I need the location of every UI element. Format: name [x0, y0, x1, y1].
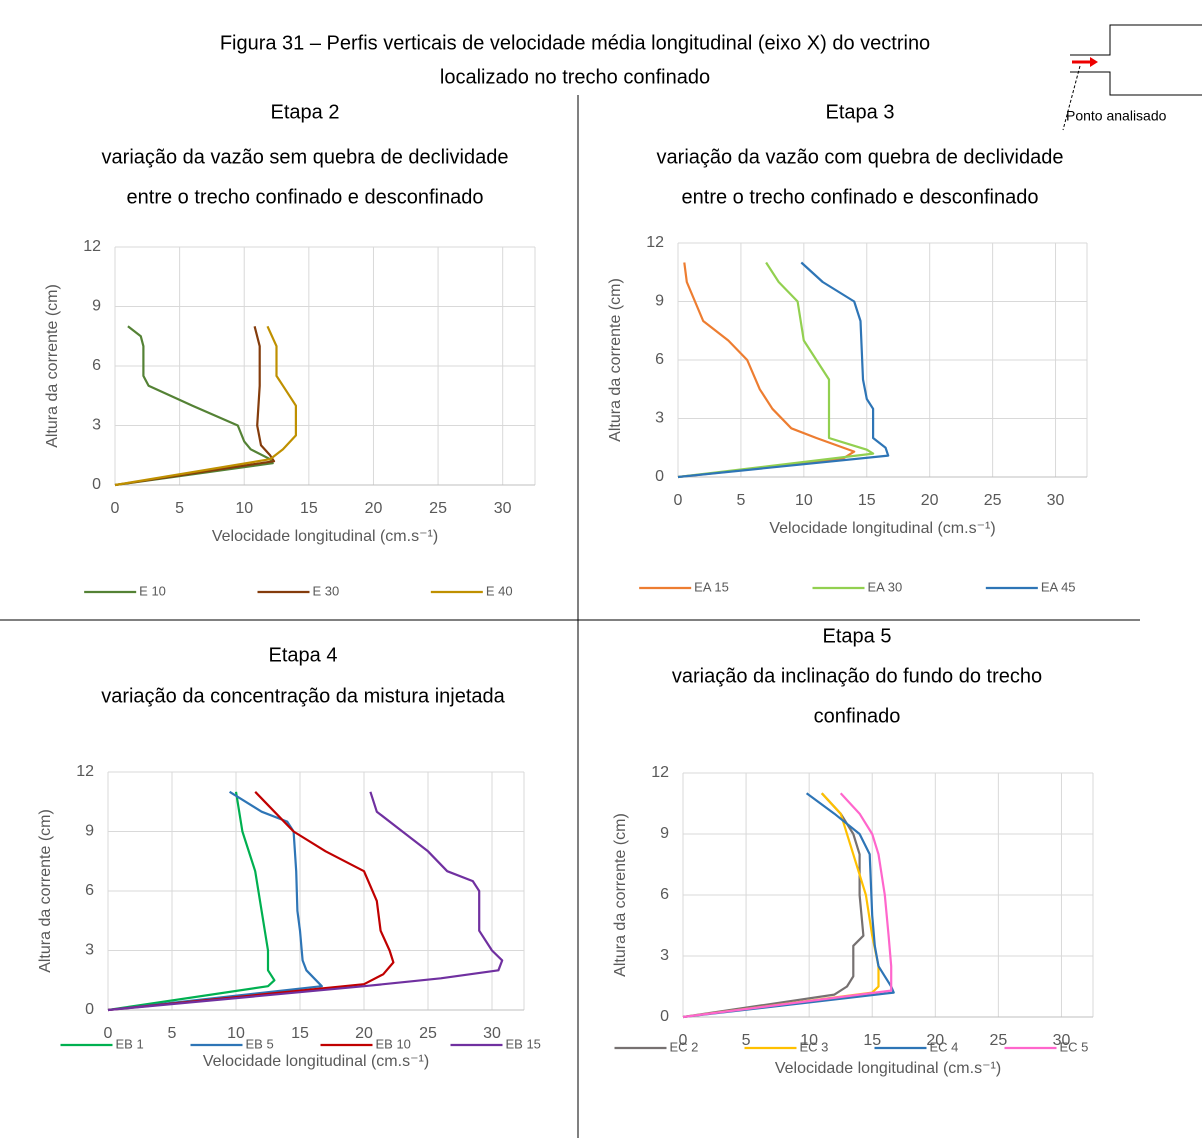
x-tick-label: 5 [168, 1025, 177, 1042]
y-tick-label: 12 [651, 764, 669, 781]
chart-title: Etapa 4 [269, 644, 338, 666]
y-tick-label: 3 [655, 410, 664, 427]
legend-label: E 30 [313, 583, 340, 598]
inset: Ponto analisado [1063, 25, 1202, 130]
y-tick-label: 3 [92, 417, 101, 434]
figure-title: Figura 31 – Perfis verticais de velocida… [220, 32, 930, 54]
chart-title: Etapa 5 [823, 625, 892, 647]
y-axis-title: Altura da corrente (cm) [612, 813, 629, 977]
series-line [678, 263, 854, 478]
x-tick-label: 0 [674, 492, 683, 509]
x-tick-label: 30 [494, 500, 512, 517]
y-tick-label: 6 [92, 357, 101, 374]
chart-subtitle: confinado [814, 705, 901, 727]
chart-subtitle: variação da vazão sem quebra de declivid… [102, 146, 509, 168]
x-tick-label: 5 [736, 492, 745, 509]
y-axis-title: Altura da corrente (cm) [37, 809, 54, 973]
chart-subtitle: variação da vazão com quebra de declivid… [657, 146, 1064, 168]
legend-label: EB 15 [506, 1036, 541, 1051]
legend-label: EC 5 [1060, 1039, 1089, 1054]
series-line [683, 793, 894, 1017]
y-tick-label: 12 [76, 763, 94, 780]
y-tick-label: 3 [85, 942, 94, 959]
y-tick-label: 6 [660, 886, 669, 903]
legend-label: EA 45 [1041, 579, 1076, 594]
legend-label: E 10 [139, 583, 166, 598]
y-tick-label: 0 [655, 468, 664, 485]
y-tick-label: 9 [655, 293, 664, 310]
chart-subtitle: variação da inclinação do fundo do trech… [672, 665, 1042, 687]
y-tick-label: 9 [85, 823, 94, 840]
x-axis-title: Velocidade longitudinal (cm.s⁻¹) [775, 1060, 1001, 1077]
x-tick-label: 15 [858, 492, 876, 509]
x-tick-label: 20 [355, 1025, 373, 1042]
legend-label: EB 1 [116, 1036, 144, 1051]
y-axis-title: Altura da corrente (cm) [607, 278, 624, 442]
figure: Figura 31 – Perfis verticais de velocida… [0, 0, 1202, 1138]
chart-subtitle: variação da concentração da mistura inje… [101, 685, 505, 707]
x-tick-label: 20 [921, 492, 939, 509]
y-tick-label: 0 [660, 1008, 669, 1025]
x-tick-label: 15 [300, 500, 318, 517]
y-tick-label: 3 [660, 947, 669, 964]
y-tick-label: 6 [85, 882, 94, 899]
x-tick-label: 30 [1047, 492, 1065, 509]
series-line [108, 792, 274, 1010]
series-line [108, 792, 393, 1010]
x-tick-label: 10 [227, 1025, 245, 1042]
legend-label: E 40 [486, 583, 513, 598]
x-tick-label: 20 [365, 500, 383, 517]
legend-label: EC 4 [930, 1039, 959, 1054]
series-line [108, 792, 322, 1010]
chart-subtitle: entre o trecho confinado e desconfinado [682, 186, 1039, 208]
y-tick-label: 12 [646, 234, 664, 251]
legend-label: EA 15 [694, 579, 729, 594]
chart-title: Etapa 3 [826, 101, 895, 123]
x-tick-label: 10 [795, 492, 813, 509]
series-line [678, 263, 888, 478]
series-line [108, 792, 502, 1010]
legend-label: EA 30 [868, 579, 903, 594]
y-axis-title: Altura da corrente (cm) [44, 284, 61, 448]
x-axis-title: Velocidade longitudinal (cm.s⁻¹) [212, 528, 438, 545]
x-tick-label: 10 [235, 500, 253, 517]
inset-label: Ponto analisado [1066, 108, 1167, 124]
x-tick-label: 0 [111, 500, 120, 517]
x-tick-label: 5 [175, 500, 184, 517]
legend-label: EC 3 [800, 1039, 829, 1054]
x-tick-label: 0 [104, 1025, 113, 1042]
y-tick-label: 0 [92, 476, 101, 493]
figure-title: localizado no trecho confinado [440, 66, 710, 88]
legend-label: EB 10 [376, 1036, 411, 1051]
x-tick-label: 5 [742, 1032, 751, 1049]
series-line [683, 793, 863, 1017]
x-tick-label: 25 [419, 1025, 437, 1042]
y-tick-label: 9 [660, 825, 669, 842]
x-axis-title: Velocidade longitudinal (cm.s⁻¹) [203, 1053, 429, 1070]
legend-label: EC 2 [670, 1039, 699, 1054]
x-axis-title: Velocidade longitudinal (cm.s⁻¹) [769, 520, 995, 537]
chart-subtitle: entre o trecho confinado e desconfinado [127, 186, 484, 208]
x-tick-label: 25 [984, 492, 1002, 509]
x-tick-label: 25 [989, 1032, 1007, 1049]
x-tick-label: 15 [863, 1032, 881, 1049]
x-tick-label: 25 [429, 500, 447, 517]
y-tick-label: 0 [85, 1001, 94, 1018]
legend-label: EB 5 [246, 1036, 274, 1051]
x-tick-label: 30 [483, 1025, 501, 1042]
x-tick-label: 15 [291, 1025, 309, 1042]
y-tick-label: 6 [655, 351, 664, 368]
y-tick-label: 12 [83, 238, 101, 255]
chart-title: Etapa 2 [271, 101, 340, 123]
y-tick-label: 9 [92, 298, 101, 315]
series-line [115, 326, 273, 485]
